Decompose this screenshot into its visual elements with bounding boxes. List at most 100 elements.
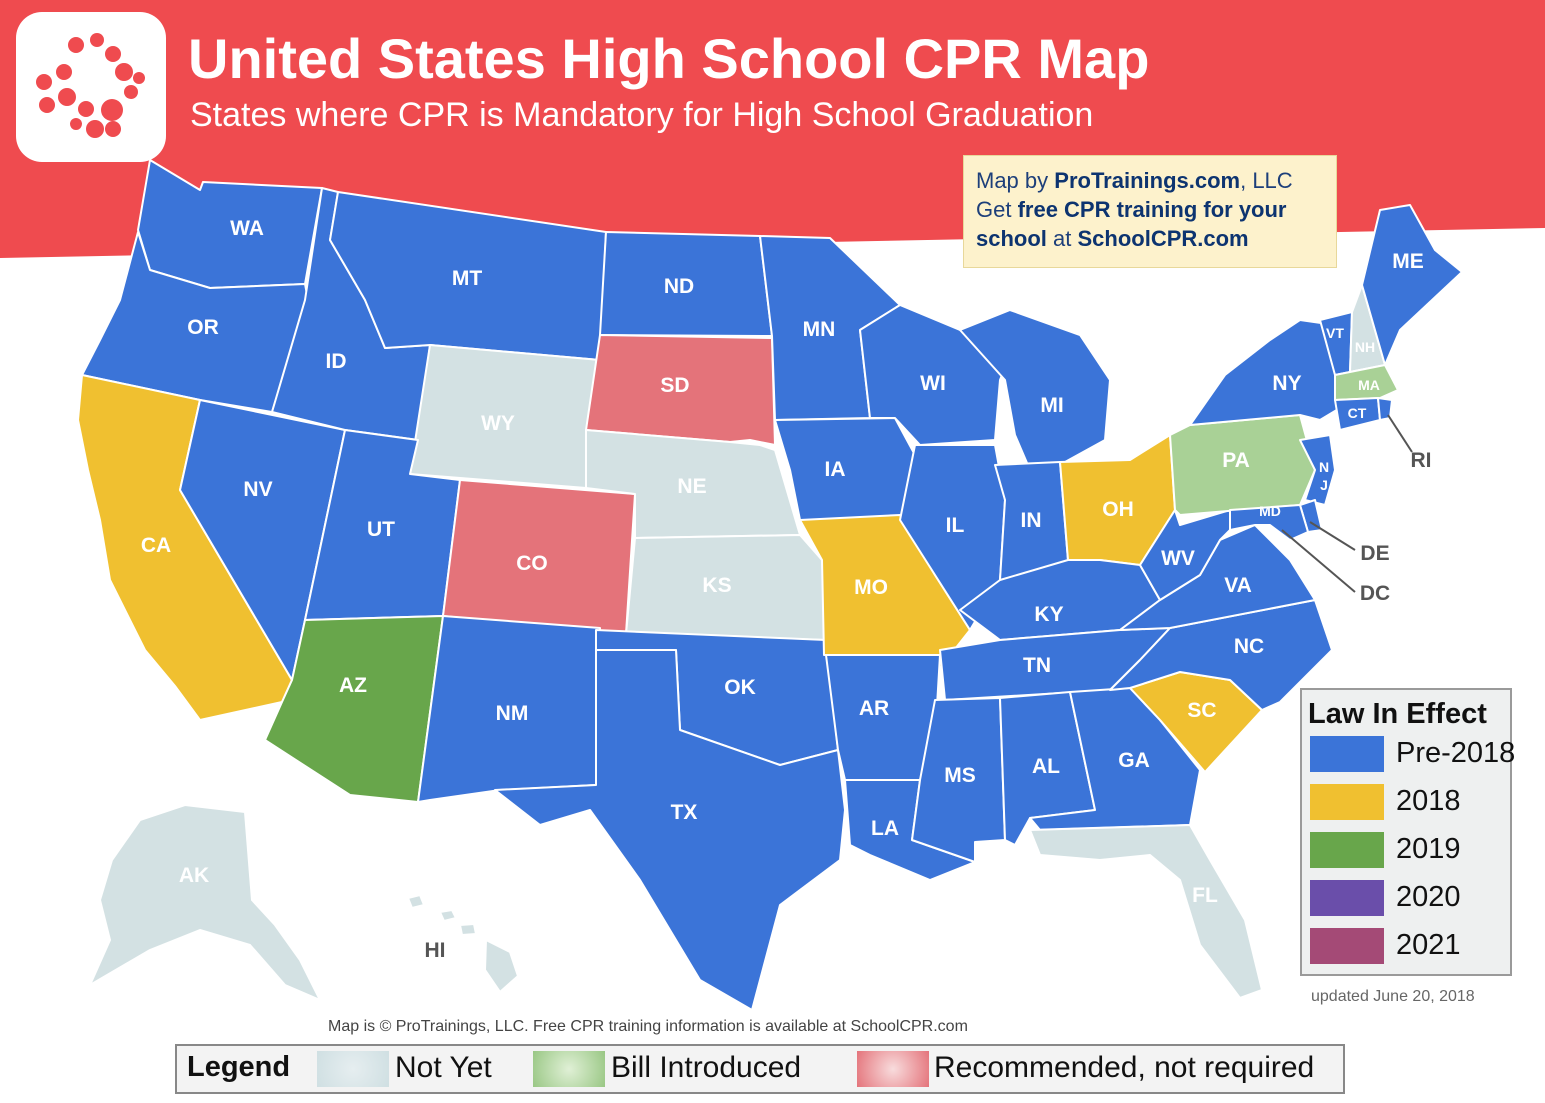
credit-highlight: free CPR training for your <box>1017 197 1287 222</box>
svg-text:DC: DC <box>1360 582 1390 605</box>
state-nj[interactable] <box>1299 434 1336 506</box>
protrainings-logo <box>16 12 166 162</box>
bill-introduced-label: Bill Introduced <box>611 1051 802 1084</box>
svg-text:KY: KY <box>1034 603 1063 626</box>
svg-text:AR: AR <box>859 697 889 720</box>
svg-text:TX: TX <box>671 801 698 824</box>
svg-text:CA: CA <box>141 534 171 557</box>
credit-text: Get <box>976 197 1018 222</box>
svg-text:SD: SD <box>660 374 689 397</box>
svg-text:MA: MA <box>1358 377 1380 393</box>
svg-text:VT: VT <box>1326 325 1344 341</box>
svg-text:ME: ME <box>1392 250 1424 273</box>
state-nc[interactable] <box>1109 599 1333 711</box>
svg-text:MS: MS <box>944 764 976 787</box>
svg-text:NY: NY <box>1272 372 1301 395</box>
svg-text:UT: UT <box>367 518 395 541</box>
law-legend-label: 2018 <box>1396 785 1461 817</box>
law-legend-swatch <box>1310 784 1384 820</box>
svg-text:NV: NV <box>243 478 272 501</box>
svg-text:NC: NC <box>1234 635 1264 658</box>
recommended-swatch <box>857 1051 929 1087</box>
svg-text:KS: KS <box>702 574 731 597</box>
svg-text:DE: DE <box>1360 542 1389 565</box>
svg-text:NM: NM <box>496 702 529 725</box>
law-legend-swatch <box>1310 880 1384 916</box>
svg-text:MN: MN <box>803 318 836 341</box>
credit-highlight: school <box>976 226 1047 251</box>
svg-text:HI: HI <box>425 939 446 962</box>
law-legend-swatch <box>1310 736 1384 772</box>
recommended-label: Recommended, not required <box>934 1051 1315 1084</box>
svg-text:IA: IA <box>825 458 846 481</box>
state-mi[interactable] <box>959 309 1111 471</box>
law-legend-item: 2021 <box>1310 928 1510 968</box>
svg-text:NH: NH <box>1355 339 1375 355</box>
svg-text:AZ: AZ <box>339 674 367 697</box>
svg-text:MD: MD <box>1259 503 1281 519</box>
credit-text: Map by <box>976 168 1055 193</box>
svg-text:TN: TN <box>1023 654 1051 677</box>
svg-text:ND: ND <box>664 275 694 298</box>
svg-text:WV: WV <box>1161 547 1195 570</box>
not-yet-label: Not Yet <box>395 1051 492 1084</box>
svg-text:OR: OR <box>187 316 219 339</box>
svg-text:MO: MO <box>854 576 888 599</box>
state-ak[interactable] <box>89 804 321 1001</box>
svg-text:VA: VA <box>1224 574 1252 597</box>
status-legend-title: Legend <box>187 1051 291 1083</box>
law-legend-item: 2018 <box>1310 784 1510 824</box>
svg-text:WA: WA <box>230 217 264 240</box>
law-legend-swatch <box>1310 928 1384 964</box>
law-in-effect-legend: Law In Effect Pre-2018 2018 2019 2020 20… <box>1300 688 1515 976</box>
state-me[interactable] <box>1361 204 1463 366</box>
svg-text:AK: AK <box>179 864 209 887</box>
svg-text:FL: FL <box>1192 884 1218 907</box>
svg-text:GA: GA <box>1118 749 1150 772</box>
state-labels: WA OR CA NV ID MT WY UT AZ CO NM ND SD N… <box>141 217 1432 962</box>
page-title: United States High School CPR Map <box>188 27 1150 90</box>
law-legend-item: 2019 <box>1310 832 1510 872</box>
law-legend-item: Pre-2018 <box>1310 736 1515 776</box>
state-ny[interactable] <box>1189 319 1346 426</box>
svg-text:LA: LA <box>871 817 899 840</box>
status-legend: Legend Not Yet Bill Introduced Recommend… <box>175 1044 1345 1094</box>
law-legend-swatch <box>1310 832 1384 868</box>
not-yet-swatch <box>317 1051 389 1087</box>
state-tx[interactable] <box>494 649 846 1011</box>
callout-lines <box>1281 414 1413 593</box>
law-legend-label: 2021 <box>1396 929 1461 961</box>
credit-brand-link[interactable]: ProTrainings.com <box>1054 168 1241 193</box>
svg-text:CT: CT <box>1348 405 1367 421</box>
law-legend-label: 2020 <box>1396 881 1461 913</box>
credit-text: , LLC <box>1240 168 1293 193</box>
bill-introduced-swatch <box>533 1051 605 1087</box>
logo-dots-icon <box>36 33 145 138</box>
credit-text: at <box>1046 226 1078 251</box>
credit-box: Map by ProTrainings.com, LLC Get free CP… <box>963 155 1337 268</box>
state-hi[interactable] <box>407 894 519 993</box>
state-ma[interactable] <box>1334 364 1399 401</box>
svg-text:IN: IN <box>1021 509 1042 532</box>
svg-text:MT: MT <box>452 267 482 290</box>
law-legend-label: 2019 <box>1396 833 1461 865</box>
svg-text:WI: WI <box>920 372 946 395</box>
law-legend-title: Law In Effect <box>1308 698 1487 730</box>
state-md[interactable] <box>1229 504 1309 541</box>
svg-text:PA: PA <box>1222 449 1250 472</box>
schoolcpr-link[interactable]: SchoolCPR.com <box>1077 226 1249 251</box>
svg-text:IL: IL <box>946 514 965 537</box>
svg-text:RI: RI <box>1411 449 1432 472</box>
law-legend-item: 2020 <box>1310 880 1510 920</box>
state-fl[interactable] <box>1029 824 1263 999</box>
updated-date: updated June 20, 2018 <box>1311 988 1475 1005</box>
svg-text:SC: SC <box>1187 699 1216 722</box>
svg-text:OH: OH <box>1102 498 1134 521</box>
svg-text:J: J <box>1320 477 1328 493</box>
svg-text:OK: OK <box>724 676 756 699</box>
svg-text:CO: CO <box>516 552 548 575</box>
svg-text:MI: MI <box>1040 394 1063 417</box>
law-legend-label: Pre-2018 <box>1396 737 1516 769</box>
page-subtitle: States where CPR is Mandatory for High S… <box>190 96 1094 134</box>
